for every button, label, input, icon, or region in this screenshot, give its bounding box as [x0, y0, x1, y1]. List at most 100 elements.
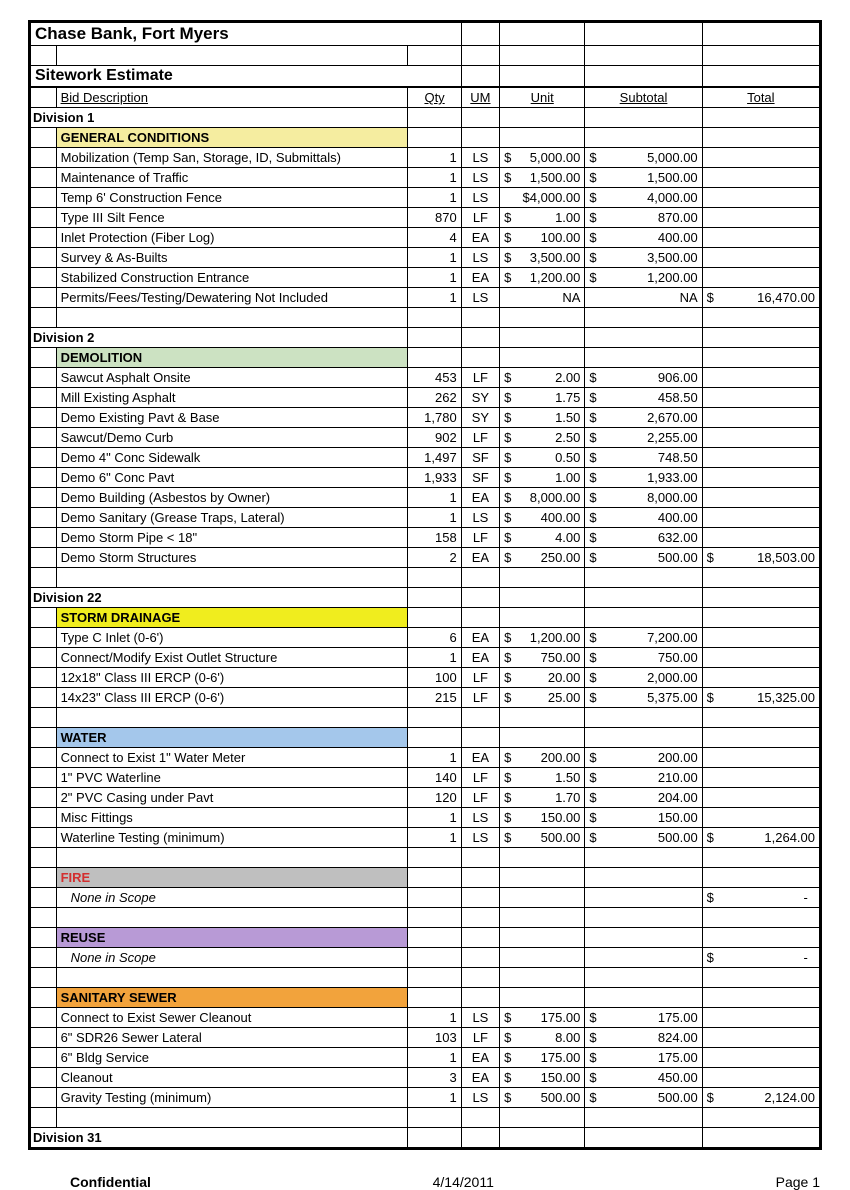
item-um: LS [461, 1088, 499, 1108]
footer-page: Page 1 [776, 1174, 820, 1190]
item-um: LF [461, 428, 499, 448]
division-label: Division 22 [31, 588, 408, 608]
line-item: Sawcut/Demo Curb902LF$2.50$2,255.00 [31, 428, 820, 448]
header-qty: Qty [408, 87, 461, 108]
item-total [702, 188, 819, 208]
estimate-sheet: Chase Bank, Fort MyersSitework EstimateB… [28, 20, 822, 1150]
item-unit: $20.00 [500, 668, 585, 688]
blank-row [31, 1108, 820, 1128]
item-um: LS [461, 248, 499, 268]
item-total [702, 648, 819, 668]
item-total [702, 428, 819, 448]
item-subtotal: $750.00 [585, 648, 702, 668]
line-item: Demo Storm Pipe < 18"158LF$4.00$632.00 [31, 528, 820, 548]
item-desc: Demo Storm Pipe < 18" [56, 528, 408, 548]
section-label: SANITARY SEWER [56, 988, 408, 1008]
item-unit: $25.00 [500, 688, 585, 708]
item-desc: Survey & As-Builts [56, 248, 408, 268]
line-item: Connect/Modify Exist Outlet Structure1EA… [31, 648, 820, 668]
item-subtotal: $1,200.00 [585, 268, 702, 288]
item-subtotal: $3,500.00 [585, 248, 702, 268]
item-subtotal: $1,500.00 [585, 168, 702, 188]
total-cell: $- [702, 948, 819, 968]
item-total [702, 1068, 819, 1088]
item-um: SF [461, 448, 499, 468]
item-qty: 262 [408, 388, 461, 408]
item-total [702, 248, 819, 268]
line-item: Demo Storm Structures2EA$250.00$500.00$1… [31, 548, 820, 568]
estimate-title: Sitework Estimate [31, 66, 408, 88]
item-unit: $1.00 [500, 208, 585, 228]
item-qty: 1 [408, 808, 461, 828]
line-item: Gravity Testing (minimum)1LS$500.00$500.… [31, 1088, 820, 1108]
item-total [702, 528, 819, 548]
header-total: Total [702, 87, 819, 108]
item-um: LS [461, 1008, 499, 1028]
division-label: Division 1 [31, 108, 408, 128]
item-qty: 100 [408, 668, 461, 688]
section-row: DEMOLITION [31, 348, 820, 368]
none-label: None in Scope [56, 888, 408, 908]
item-qty: 1 [408, 1048, 461, 1068]
header-um: UM [461, 87, 499, 108]
line-item: Inlet Protection (Fiber Log)4EA$100.00$4… [31, 228, 820, 248]
item-unit: $3,500.00 [500, 248, 585, 268]
item-unit: $1,200.00 [500, 628, 585, 648]
item-qty: 158 [408, 528, 461, 548]
blank-row [31, 708, 820, 728]
item-total [702, 768, 819, 788]
item-um: LF [461, 688, 499, 708]
item-qty: 1 [408, 148, 461, 168]
item-desc: Gravity Testing (minimum) [56, 1088, 408, 1108]
blank-row [31, 848, 820, 868]
item-total [702, 408, 819, 428]
item-qty: 1 [408, 288, 461, 308]
item-unit: $1.75 [500, 388, 585, 408]
line-item: Temp 6' Construction Fence1LS$4,000.00$4… [31, 188, 820, 208]
item-unit: $1.50 [500, 768, 585, 788]
item-unit: $1.70 [500, 788, 585, 808]
section-label: FIRE [56, 868, 408, 888]
blank-row [31, 308, 820, 328]
header-subtotal: Subtotal [585, 87, 702, 108]
item-unit: $1.00 [500, 468, 585, 488]
item-unit: $4,000.00 [500, 188, 585, 208]
item-um: LS [461, 168, 499, 188]
item-qty: 1 [408, 168, 461, 188]
item-total: $16,470.00 [702, 288, 819, 308]
item-desc: Connect/Modify Exist Outlet Structure [56, 648, 408, 668]
item-unit: NA [500, 288, 585, 308]
item-qty: 1 [408, 748, 461, 768]
item-um: SY [461, 388, 499, 408]
item-qty: 103 [408, 1028, 461, 1048]
division-row: Division 22 [31, 588, 820, 608]
item-desc: Type III Silt Fence [56, 208, 408, 228]
item-total [702, 388, 819, 408]
item-qty: 453 [408, 368, 461, 388]
item-unit: $1,200.00 [500, 268, 585, 288]
item-desc: 1" PVC Waterline [56, 768, 408, 788]
line-item: Permits/Fees/Testing/Dewatering Not Incl… [31, 288, 820, 308]
item-total [702, 628, 819, 648]
item-subtotal: $906.00 [585, 368, 702, 388]
item-um: LF [461, 768, 499, 788]
line-item: 12x18" Class III ERCP (0-6')100LF$20.00$… [31, 668, 820, 688]
item-unit: $150.00 [500, 808, 585, 828]
item-total [702, 1048, 819, 1068]
line-item: Stabilized Construction Entrance1EA$1,20… [31, 268, 820, 288]
line-item: Type III Silt Fence870LF$1.00$870.00 [31, 208, 820, 228]
item-unit: $175.00 [500, 1048, 585, 1068]
item-um: EA [461, 488, 499, 508]
item-subtotal: $2,000.00 [585, 668, 702, 688]
item-qty: 1 [408, 828, 461, 848]
item-um: EA [461, 628, 499, 648]
item-desc: Demo Sanitary (Grease Traps, Lateral) [56, 508, 408, 528]
item-unit: $5,000.00 [500, 148, 585, 168]
item-unit: $500.00 [500, 828, 585, 848]
subtitle-row: Sitework Estimate [31, 66, 820, 88]
item-qty: 1 [408, 248, 461, 268]
item-subtotal: $204.00 [585, 788, 702, 808]
line-item: Demo Existing Pavt & Base1,780SY$1.50$2,… [31, 408, 820, 428]
item-total [702, 668, 819, 688]
item-unit: $400.00 [500, 508, 585, 528]
